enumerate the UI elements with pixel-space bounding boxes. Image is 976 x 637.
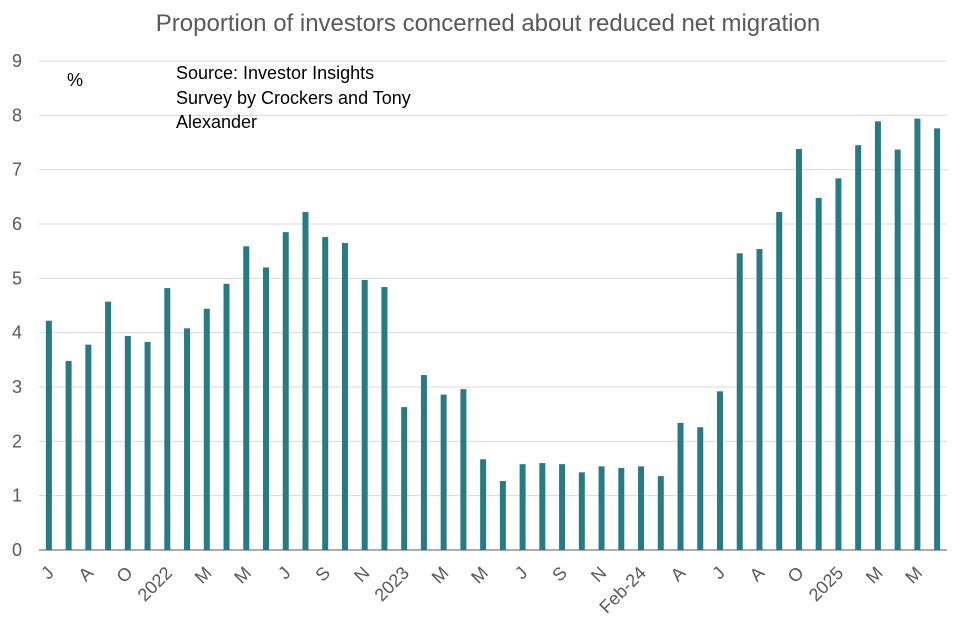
bar xyxy=(894,149,901,550)
bar xyxy=(85,344,92,550)
bar xyxy=(934,128,941,550)
x-tick-label: O xyxy=(784,563,808,587)
bar xyxy=(874,121,881,550)
bar xyxy=(756,248,763,550)
bars xyxy=(45,118,941,551)
bar xyxy=(598,466,605,550)
bar xyxy=(302,212,309,550)
y-tick-label: 6 xyxy=(12,214,22,234)
y-axis-ticks: 0 1 2 3 4 5 6 7 8 9 xyxy=(12,51,22,560)
bar xyxy=(677,422,684,550)
gridlines xyxy=(39,60,947,497)
bar xyxy=(361,279,368,550)
x-tick-label: S xyxy=(311,563,334,586)
bar xyxy=(381,287,388,550)
bar xyxy=(460,389,467,550)
bar xyxy=(559,464,566,550)
x-tick-label: 2025 xyxy=(805,563,847,605)
y-tick-label: 0 xyxy=(12,540,22,560)
y-tick-label: 3 xyxy=(12,377,22,397)
bar xyxy=(243,246,250,550)
y-tick-label: 5 xyxy=(12,268,22,288)
bar xyxy=(499,480,506,550)
bar xyxy=(105,301,112,550)
source-line: Source: Investor Insights xyxy=(176,63,375,83)
source-line: Survey by Crockers and Tony xyxy=(176,87,411,108)
x-tick-label: J xyxy=(274,563,295,584)
bar xyxy=(914,118,921,551)
y-tick-label: 4 xyxy=(12,323,22,343)
y-tick-label: 7 xyxy=(12,160,22,180)
bar xyxy=(638,466,645,550)
bar xyxy=(45,320,52,550)
x-tick-label: N xyxy=(587,563,610,586)
x-tick-label: J xyxy=(708,563,729,584)
y-tick-label: 9 xyxy=(12,51,22,71)
y-tick-label: 2 xyxy=(12,431,22,451)
x-tick-label: M xyxy=(191,563,216,588)
x-tick-label: M xyxy=(428,563,453,588)
x-tick-label: M xyxy=(467,563,492,588)
bar xyxy=(223,283,230,550)
bar xyxy=(855,145,862,550)
bar xyxy=(815,197,822,551)
bar xyxy=(519,464,526,550)
x-tick-label: 2023 xyxy=(371,563,413,605)
bar xyxy=(539,463,546,550)
bar xyxy=(480,459,487,550)
x-tick-label: S xyxy=(548,563,571,586)
bar xyxy=(618,467,625,550)
bar xyxy=(835,178,842,551)
x-tick-label: M xyxy=(862,563,887,588)
x-tick-label: M xyxy=(230,563,255,588)
bar xyxy=(184,328,191,550)
bar xyxy=(322,237,329,551)
x-tick-label: J xyxy=(511,563,532,584)
bar xyxy=(578,472,585,550)
x-tick-label: M xyxy=(901,563,926,588)
x-tick-label: N xyxy=(350,563,373,586)
source-note: Source: Investor Insights Survey by Croc… xyxy=(176,61,476,135)
bar xyxy=(657,476,664,550)
bar xyxy=(282,232,289,550)
bar xyxy=(697,427,704,550)
bar xyxy=(341,243,348,550)
x-tick-label: J xyxy=(37,563,58,584)
bar xyxy=(65,360,72,550)
x-tick-label: 2022 xyxy=(134,563,176,605)
bar xyxy=(795,149,802,550)
source-line: Alexander xyxy=(176,112,258,132)
chart-title: Proportion of investors concerned about … xyxy=(155,10,821,37)
bar xyxy=(776,212,783,550)
bar xyxy=(124,335,131,550)
y-tick-label: 8 xyxy=(12,105,22,125)
x-tick-label: A xyxy=(746,563,769,586)
bar xyxy=(401,407,408,550)
bar xyxy=(144,341,151,550)
bar xyxy=(164,288,171,550)
y-tick-label: 1 xyxy=(12,486,22,506)
x-tick-label: A xyxy=(75,563,98,586)
x-tick-label: A xyxy=(667,563,690,586)
x-tick-label: O xyxy=(113,563,137,587)
bar xyxy=(717,391,723,550)
bar xyxy=(420,375,427,550)
bar xyxy=(263,267,269,550)
bar xyxy=(203,308,210,550)
bar xyxy=(736,253,743,550)
unit-label: % xyxy=(67,70,84,90)
bar xyxy=(440,394,447,550)
